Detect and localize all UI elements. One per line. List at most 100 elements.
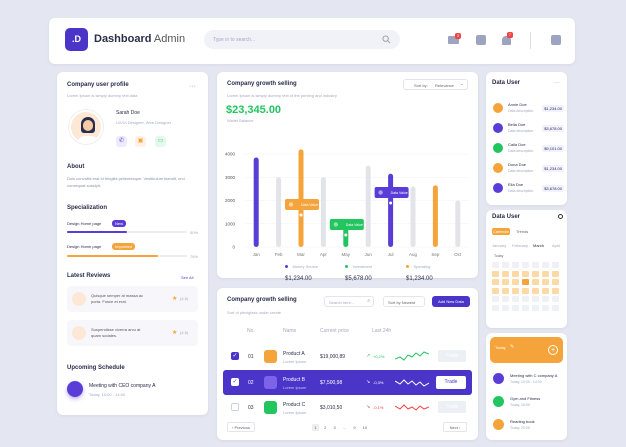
calendar-day[interactable] <box>552 304 559 311</box>
calendar-day[interactable] <box>522 287 529 294</box>
calendar-day[interactable] <box>512 287 519 294</box>
calendar-day[interactable] <box>522 296 529 302</box>
calendar-day[interactable] <box>522 304 529 311</box>
calendar-day[interactable] <box>492 270 499 277</box>
calendar-day[interactable] <box>542 279 549 285</box>
month-jan[interactable]: January <box>492 243 507 248</box>
col-header-price[interactable]: Current price <box>320 328 349 334</box>
calendar-day[interactable] <box>542 304 549 311</box>
calendar-day[interactable] <box>512 296 519 302</box>
calendar-day[interactable] <box>552 279 559 285</box>
calendar-day[interactable] <box>492 296 499 302</box>
col-header-name[interactable]: Name <box>283 328 297 334</box>
user-icon[interactable] <box>476 35 486 45</box>
sort-dropdown[interactable]: Sort by: Relevance ⌄ <box>403 79 468 90</box>
page-10[interactable]: 10 <box>362 425 368 430</box>
review-1[interactable]: Quisque semper at massa ac porta. Fusce … <box>67 286 198 312</box>
calendar-day[interactable] <box>552 270 559 277</box>
calendar-day[interactable] <box>542 296 549 302</box>
todo-item[interactable]: Reading book Today, 20:00 <box>492 417 564 440</box>
calendar-day[interactable] <box>532 287 539 294</box>
calendar-day[interactable] <box>502 262 509 268</box>
calendar-day[interactable] <box>532 296 539 302</box>
user-row[interactable]: Dona Doe Data description $1,234.00 <box>492 160 564 180</box>
calendar-day[interactable] <box>502 287 509 294</box>
tab-trends[interactable]: Trends <box>516 229 529 234</box>
calendar-day[interactable] <box>542 270 549 277</box>
schedule-item[interactable]: Meeting with CEO company A <box>89 383 156 389</box>
table-search-input[interactable]: Search here... ⌕ <box>324 296 374 307</box>
calendar-day[interactable] <box>532 279 539 285</box>
table-row[interactable]: 03 Product C Lorem Ipsum $3,010,50 ↘ -0,… <box>223 396 472 420</box>
profile-name: Sarah Doe <box>116 110 140 116</box>
bell-icon[interactable] <box>502 36 511 45</box>
next-button[interactable]: Next › <box>443 422 467 432</box>
row-checkbox[interactable]: ✓ <box>231 352 239 360</box>
chat-icon[interactable]: ▭ <box>155 136 166 147</box>
table-row[interactable]: ✓ 01 Product A Lorem Ipsum $19,000,89 ↗ … <box>223 345 472 369</box>
calendar-day[interactable] <box>542 262 549 268</box>
user-row[interactable]: Ella Doe Data description $3,678.00 <box>492 180 564 200</box>
search-input[interactable]: Type in to search... <box>204 30 400 49</box>
see-all-link[interactable]: See All <box>181 275 194 280</box>
calendar-day[interactable] <box>502 270 509 277</box>
table-row-selected[interactable]: ✓ 02 Product B Lorem Ipsum $7,500,98 ↘ -… <box>223 370 472 395</box>
page-3[interactable]: 3 <box>333 425 336 430</box>
user-row[interactable]: Annie Doe Data description $1,234.00 <box>492 100 564 120</box>
review-2[interactable]: Suspendisse viverra arcu at quam sodales… <box>67 320 198 346</box>
add-new-data-button[interactable]: Add New Data <box>432 296 470 307</box>
page-1[interactable]: 1 <box>312 424 319 431</box>
search-icon[interactable] <box>382 35 391 44</box>
prev-button[interactable]: ‹ Previous <box>227 422 255 432</box>
calendar-day[interactable] <box>512 262 519 268</box>
calendar-day[interactable] <box>532 304 539 311</box>
todo-item[interactable]: Gym and Fitness Today, 16:00 <box>492 394 564 417</box>
row-checkbox[interactable]: ✓ <box>231 378 239 386</box>
tab-calendar[interactable]: Calendar <box>492 228 510 235</box>
calendar-day[interactable] <box>522 279 529 285</box>
month-mar[interactable]: March <box>533 243 545 248</box>
calendar-day[interactable] <box>522 262 529 268</box>
calendar-day[interactable] <box>492 262 499 268</box>
phone-icon[interactable]: ✆ <box>116 136 127 147</box>
calendar-day[interactable] <box>552 296 559 302</box>
calendar-day[interactable] <box>492 287 499 294</box>
more-icon[interactable]: ··· <box>554 80 560 86</box>
page-2[interactable]: 2 <box>324 425 327 430</box>
page-9[interactable]: 9 <box>353 425 356 430</box>
todo-item[interactable]: Meeting with C company A Today, 10:00 - 1… <box>492 371 564 394</box>
gear-icon[interactable] <box>558 214 563 219</box>
col-header-change[interactable]: Last 24h <box>372 328 392 334</box>
calendar-day[interactable] <box>502 279 509 285</box>
calendar-day[interactable] <box>502 296 509 302</box>
calendar-day[interactable] <box>522 270 529 277</box>
trade-button[interactable]: Trade <box>438 350 466 362</box>
logo[interactable]: .D <box>65 28 88 51</box>
month-apr[interactable]: April <box>552 243 561 248</box>
add-todo-button[interactable]: + <box>548 345 558 355</box>
calendar-day[interactable] <box>512 279 519 285</box>
calendar-day[interactable] <box>552 262 559 268</box>
trade-button[interactable]: Trade <box>438 401 466 413</box>
calendar-day[interactable] <box>502 304 509 311</box>
user-row[interactable]: Bella Doe Data description $3,678.00 <box>492 120 564 140</box>
mail-icon[interactable] <box>448 36 459 44</box>
calendar-day[interactable] <box>532 262 539 268</box>
table-sort-dropdown[interactable]: Sort by Newest <box>383 296 425 307</box>
row-checkbox[interactable] <box>231 403 239 411</box>
calendar-day[interactable] <box>492 304 499 311</box>
calendar-day[interactable] <box>552 287 559 294</box>
edit-icon[interactable]: ✎ <box>510 344 515 350</box>
calendar-day[interactable] <box>542 287 549 294</box>
more-icon[interactable]: ··· <box>189 83 196 90</box>
trade-button[interactable]: Trade <box>436 376 466 389</box>
video-icon[interactable]: ▣ <box>135 136 146 147</box>
month-feb[interactable]: February <box>512 243 529 248</box>
calendar-day[interactable] <box>532 270 539 277</box>
calendar-card: Data User Calendar Trends January Februa… <box>486 210 567 328</box>
calendar-day[interactable] <box>512 270 519 277</box>
calendar-day[interactable] <box>492 279 499 285</box>
account-icon[interactable] <box>551 35 561 45</box>
user-row[interactable]: Calla Doe Data description $9,101.00 <box>492 140 564 160</box>
calendar-day[interactable] <box>512 304 519 311</box>
